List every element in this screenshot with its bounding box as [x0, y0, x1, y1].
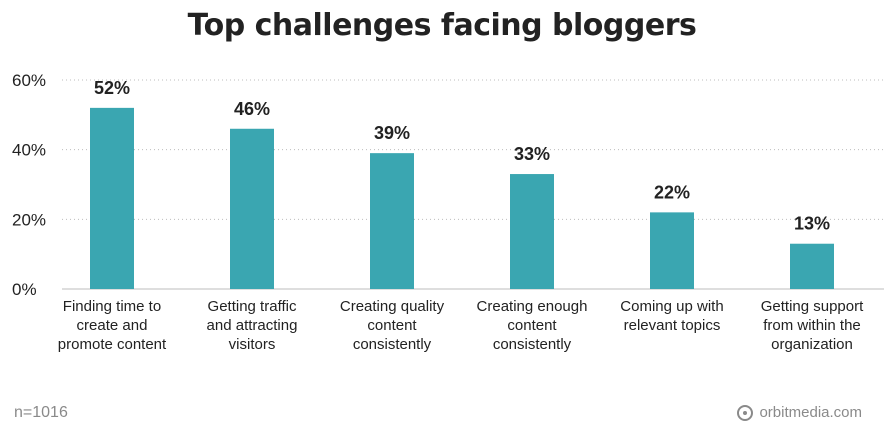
y-tick-label: 20% — [12, 210, 46, 229]
bar — [370, 153, 414, 289]
category-label: create and — [77, 317, 148, 334]
category-label: Creating quality — [340, 298, 445, 315]
y-tick-label: 40% — [12, 141, 46, 160]
category-label: promote content — [58, 336, 167, 353]
value-label: 52% — [94, 78, 130, 98]
category-label: from within the — [763, 317, 861, 334]
bar — [510, 174, 554, 289]
brand-name: orbitmedia.com — [759, 404, 862, 421]
bar — [790, 243, 834, 289]
brand-credit: orbitmedia.com — [737, 404, 862, 421]
category-label: Getting support — [761, 298, 864, 315]
category-label: consistently — [353, 336, 432, 353]
value-label: 46% — [234, 99, 270, 119]
category-label: content — [367, 317, 417, 334]
y-tick-label: 0% — [12, 280, 37, 299]
value-label: 22% — [654, 182, 690, 202]
category-label: and attracting — [207, 317, 298, 334]
bar — [90, 107, 134, 289]
orbit-logo-icon — [737, 404, 754, 421]
sample-size-note: n=1016 — [14, 404, 68, 421]
value-label: 33% — [514, 144, 550, 164]
category-label: consistently — [493, 336, 572, 353]
y-tick-label: 60% — [12, 71, 46, 90]
value-label: 39% — [374, 123, 410, 143]
value-label: 13% — [794, 214, 830, 234]
category-label: relevant topics — [624, 317, 721, 334]
chart-title: Top challenges facing bloggers — [187, 8, 697, 43]
category-label: Creating enough — [477, 298, 588, 315]
category-label: Getting traffic — [208, 298, 297, 315]
category-label: visitors — [229, 336, 276, 353]
category-label: content — [507, 317, 557, 334]
category-label: Coming up with — [620, 298, 723, 315]
category-label: Finding time to — [63, 298, 161, 315]
bar — [230, 128, 274, 289]
category-label: organization — [771, 336, 853, 353]
bar — [650, 212, 694, 289]
